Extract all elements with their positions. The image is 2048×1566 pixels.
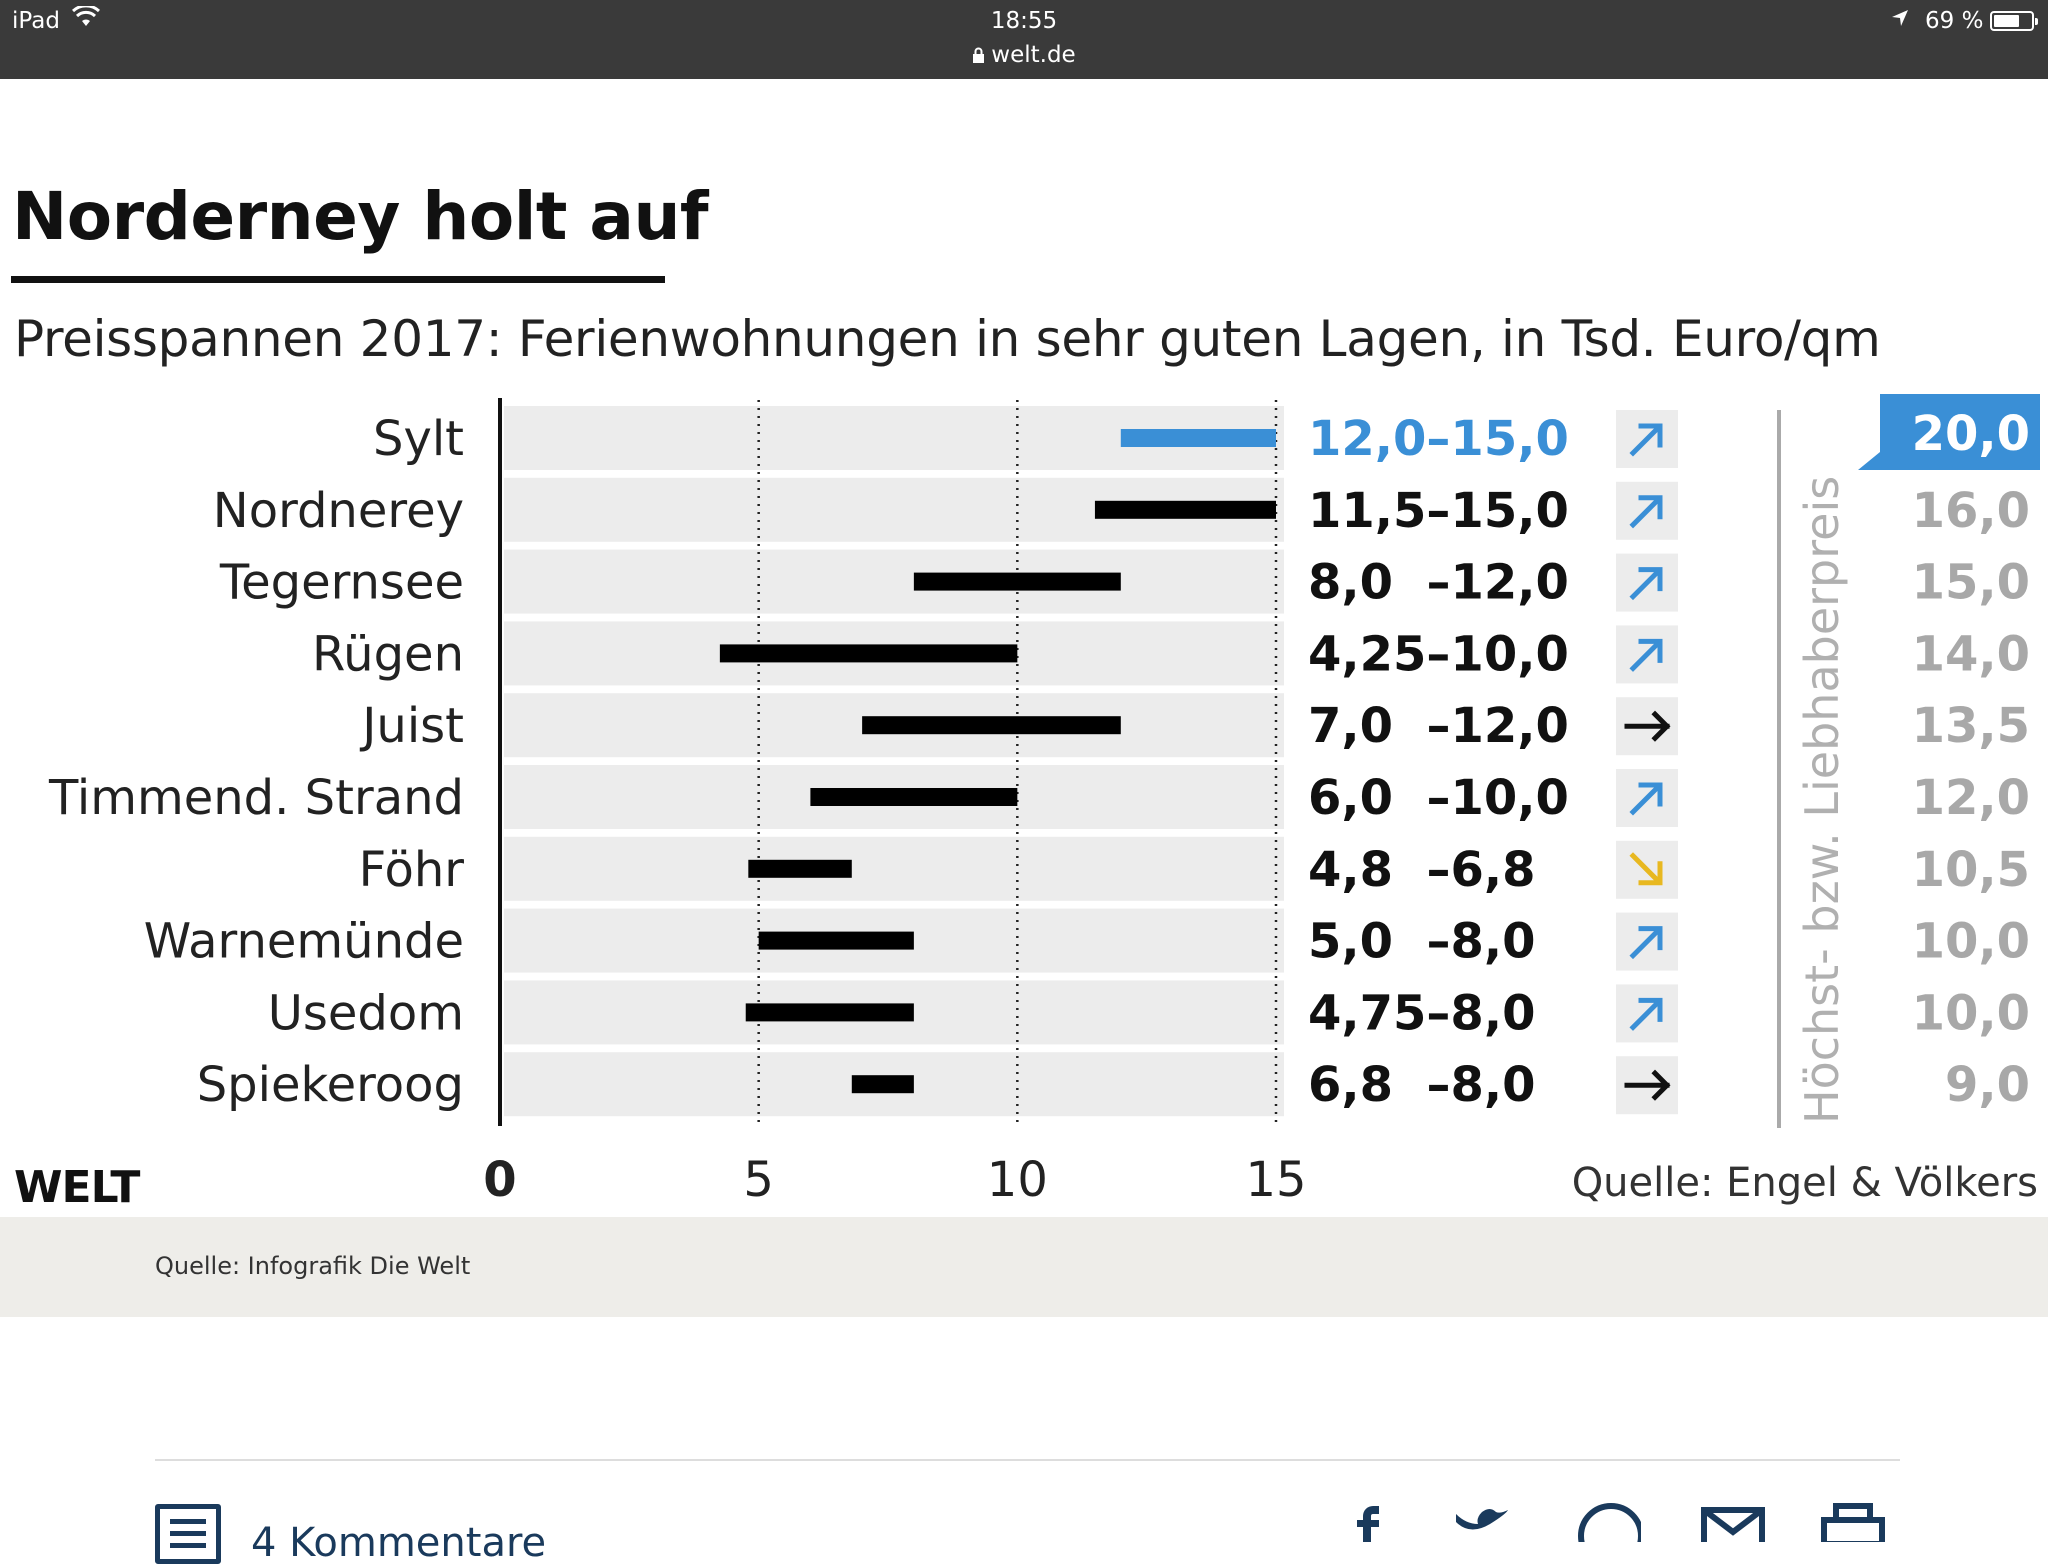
range-bar bbox=[1094, 500, 1276, 519]
chart-subtitle: Preisspannen 2017: Ferienwohnungen in se… bbox=[14, 310, 1881, 368]
range-bar bbox=[748, 859, 852, 878]
top-price-label: 10,0 bbox=[1912, 985, 2030, 1041]
chart-source: Quelle: Engel & Völkers bbox=[1571, 1160, 2038, 1206]
trend-down-icon bbox=[1629, 852, 1663, 886]
trend-up-icon bbox=[1629, 423, 1663, 457]
x-tick-label: 10 bbox=[987, 1152, 1048, 1200]
range-bar bbox=[913, 572, 1121, 591]
category-label: Nordnerey bbox=[213, 483, 464, 539]
range-value-label: 5,0 –8,0 bbox=[1308, 914, 1535, 970]
trend-up-icon bbox=[1629, 782, 1663, 816]
x-tick-label: 0 bbox=[483, 1152, 516, 1200]
range-value-label: 6,8 –8,0 bbox=[1308, 1057, 1535, 1113]
trend-up-icon bbox=[1629, 638, 1663, 672]
top-price-axis-label: Höchst- bzw. Liebhaberpreis bbox=[1795, 476, 1849, 1124]
top-price-label: 20,0 bbox=[1912, 406, 2030, 462]
x-tick-label: 5 bbox=[743, 1152, 774, 1200]
range-bar bbox=[810, 788, 1018, 806]
x-tick-label: 15 bbox=[1245, 1152, 1306, 1200]
top-price-label: 16,0 bbox=[1912, 483, 2030, 539]
top-price-label: 12,0 bbox=[1912, 770, 2030, 826]
range-bar bbox=[862, 716, 1121, 735]
range-value-label: 11,5–15,0 bbox=[1308, 483, 1569, 539]
location-icon bbox=[1890, 8, 1910, 34]
range-value-label: 4,75–8,0 bbox=[1308, 985, 1535, 1041]
range-value-label: 6,0 –10,0 bbox=[1308, 770, 1569, 826]
trend-up-icon bbox=[1629, 997, 1663, 1031]
range-bar bbox=[1120, 429, 1276, 447]
range-value-label: 12,0–15,0 bbox=[1308, 411, 1569, 467]
row-band bbox=[504, 836, 1284, 901]
top-price-label: 10,5 bbox=[1912, 842, 2030, 898]
top-price-label: 14,0 bbox=[1912, 626, 2030, 682]
device-name: iPad bbox=[12, 8, 60, 34]
twitter-icon[interactable] bbox=[1450, 1502, 1516, 1542]
trend-flat-icon bbox=[1624, 710, 1671, 742]
range-bar bbox=[719, 644, 1018, 663]
top-price-label: 9,0 bbox=[1945, 1057, 2030, 1113]
caption-band: Quelle: Infografik Die Welt bbox=[0, 1217, 2048, 1317]
price-range-chart: Sylt Nordnerey Tegernsee Rügen Juist Timmend.… bbox=[48, 394, 2040, 1200]
top-price-label: 10,0 bbox=[1912, 914, 2030, 970]
address-bar[interactable]: welt.de bbox=[0, 42, 2048, 70]
trend-flat-icon bbox=[1624, 1069, 1671, 1101]
trend-up-icon bbox=[1629, 567, 1663, 601]
category-label: Tegernsee bbox=[219, 555, 464, 611]
battery-percent: 69 % bbox=[1925, 8, 1984, 34]
range-value-label: 4,25–10,0 bbox=[1308, 626, 1569, 682]
welt-logo: WELT bbox=[14, 1162, 140, 1213]
comments-label: 4 Kommentare bbox=[251, 1520, 547, 1566]
range-value-label: 4,8 –6,8 bbox=[1308, 842, 1535, 898]
trend-up-icon bbox=[1629, 495, 1663, 529]
category-label: Föhr bbox=[359, 842, 465, 898]
category-label: Spiekeroog bbox=[197, 1057, 464, 1113]
range-value-label: 8,0 –12,0 bbox=[1308, 555, 1569, 611]
highlight-flag bbox=[1858, 394, 2040, 470]
top-price-label: 13,5 bbox=[1912, 698, 2030, 754]
range-bar bbox=[745, 1003, 914, 1022]
category-label: Juist bbox=[359, 698, 464, 754]
row-band bbox=[504, 549, 1284, 614]
mail-icon[interactable] bbox=[1700, 1502, 1766, 1553]
category-label: Warnemünde bbox=[144, 914, 464, 970]
category-label: Sylt bbox=[373, 411, 464, 467]
category-label: Rügen bbox=[312, 626, 464, 682]
battery-icon bbox=[1990, 11, 2038, 31]
status-bar: iPad 18:55 welt.de 69 % bbox=[0, 0, 2048, 79]
range-bar bbox=[851, 1075, 914, 1094]
whatsapp-icon[interactable] bbox=[1575, 1502, 1644, 1566]
title-underline bbox=[11, 276, 665, 283]
category-label: Usedom bbox=[268, 985, 464, 1041]
range-bar bbox=[758, 931, 914, 950]
print-icon[interactable] bbox=[1820, 1502, 1886, 1547]
divider bbox=[155, 1459, 1900, 1461]
category-label: Timmend. Strand bbox=[48, 770, 464, 826]
wifi-icon bbox=[71, 4, 101, 34]
comment-icon bbox=[155, 1504, 221, 1564]
url-text: welt.de bbox=[991, 42, 1076, 68]
clock: 18:55 bbox=[990, 8, 1058, 34]
top-price-label: 15,0 bbox=[1912, 555, 2030, 611]
image-caption: Quelle: Infografik Die Welt bbox=[155, 1252, 471, 1280]
chart-title: Norderney holt auf bbox=[12, 178, 709, 255]
trend-up-icon bbox=[1629, 926, 1663, 960]
lock-icon bbox=[972, 44, 985, 70]
facebook-icon[interactable] bbox=[1335, 1502, 1401, 1542]
range-value-label: 7,0 –12,0 bbox=[1308, 698, 1569, 754]
